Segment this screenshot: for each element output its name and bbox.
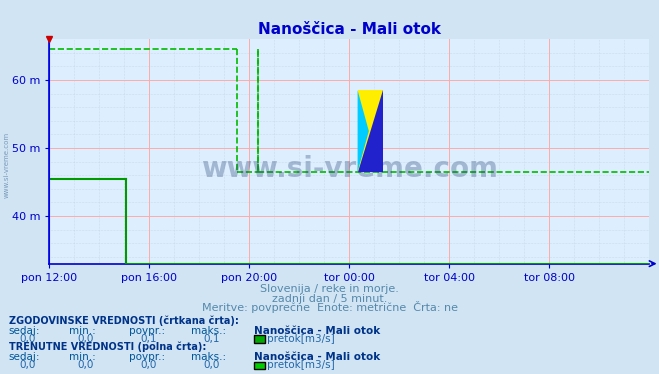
Text: min.:: min.: [69,326,96,335]
Text: maks.:: maks.: [191,352,226,362]
Text: Slovenija / reke in morje.: Slovenija / reke in morje. [260,285,399,294]
Text: 0,0: 0,0 [140,360,157,370]
Text: ZGODOVINSKE VREDNOSTI (črtkana črta):: ZGODOVINSKE VREDNOSTI (črtkana črta): [9,315,239,325]
Polygon shape [358,90,383,172]
Text: pretok[m3/s]: pretok[m3/s] [267,360,335,370]
Text: 0,0: 0,0 [20,360,36,370]
Text: 0,0: 0,0 [203,360,219,370]
Text: povpr.:: povpr.: [129,352,165,362]
Text: 0,1: 0,1 [203,334,219,344]
FancyBboxPatch shape [358,90,383,172]
Text: Meritve: povprečne  Enote: metrične  Črta: ne: Meritve: povprečne Enote: metrične Črta:… [202,301,457,313]
Text: TRENUTNE VREDNOSTI (polna črta):: TRENUTNE VREDNOSTI (polna črta): [9,342,206,352]
Text: 0,1: 0,1 [140,334,157,344]
Title: Nanoščica - Mali otok: Nanoščica - Mali otok [258,22,441,37]
Text: sedaj:: sedaj: [9,326,40,335]
Text: 0,0: 0,0 [20,334,36,344]
Text: zadnji dan / 5 minut.: zadnji dan / 5 minut. [272,294,387,304]
Text: Nanoščica - Mali otok: Nanoščica - Mali otok [254,352,380,362]
Text: povpr.:: povpr.: [129,326,165,335]
Text: pretok[m3/s]: pretok[m3/s] [267,334,335,344]
Text: maks.:: maks.: [191,326,226,335]
Text: Nanoščica - Mali otok: Nanoščica - Mali otok [254,326,380,335]
Text: 0,0: 0,0 [78,360,94,370]
Polygon shape [358,90,369,172]
Text: www.si-vreme.com: www.si-vreme.com [201,156,498,183]
Text: sedaj:: sedaj: [9,352,40,362]
Text: 0,0: 0,0 [78,334,94,344]
Text: www.si-vreme.com: www.si-vreme.com [3,132,10,197]
Text: min.:: min.: [69,352,96,362]
